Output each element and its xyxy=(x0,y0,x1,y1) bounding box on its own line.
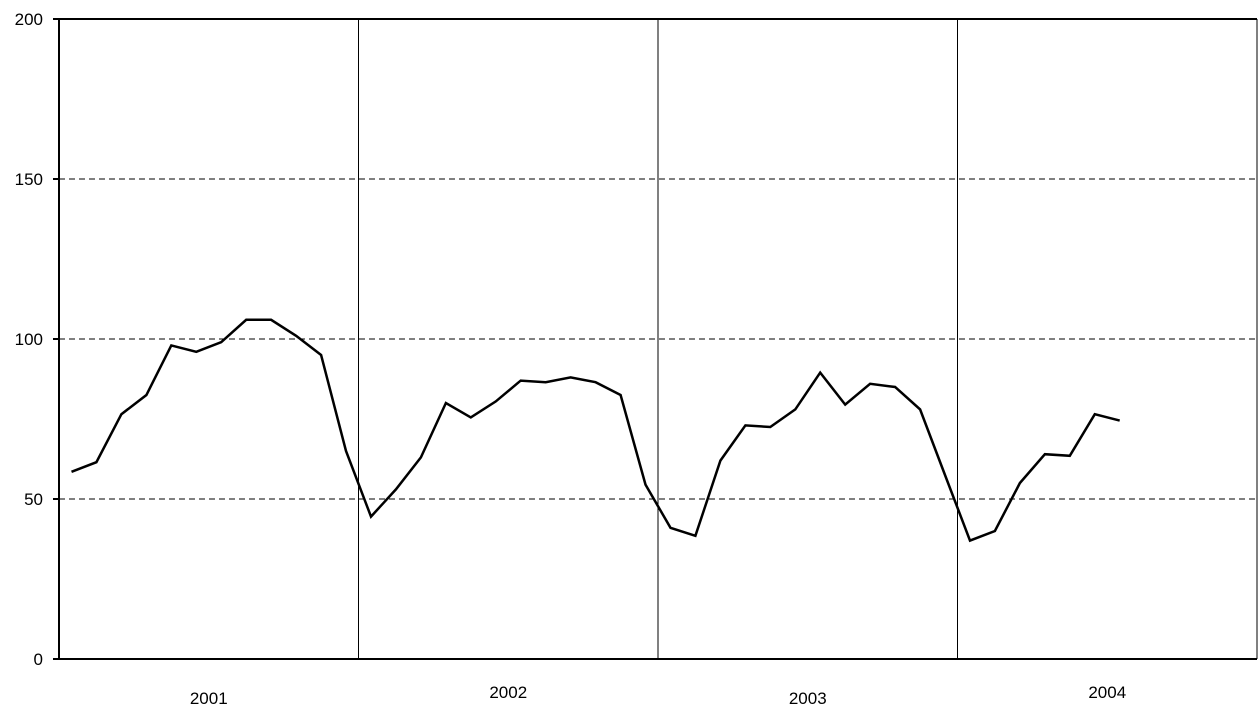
grid-lines xyxy=(59,19,1257,659)
tick-labels: 0 50 100 150 200 2001 2002 2003 2004 xyxy=(15,10,1127,708)
y-tick-label-50: 50 xyxy=(24,490,43,509)
series-group xyxy=(71,318,1121,543)
x-tick-label-2004: 2004 xyxy=(1088,683,1126,702)
y-tick-label-150: 150 xyxy=(15,170,43,189)
y-tick-label-0: 0 xyxy=(34,650,43,669)
y-tick-label-100: 100 xyxy=(15,330,43,349)
axes xyxy=(53,18,1258,660)
series-line-0 xyxy=(71,318,1121,543)
x-tick-label-2001: 2001 xyxy=(190,689,228,708)
y-tick-label-200: 200 xyxy=(15,10,43,29)
x-tick-label-2002: 2002 xyxy=(489,683,527,702)
x-tick-label-2003: 2003 xyxy=(789,689,827,708)
